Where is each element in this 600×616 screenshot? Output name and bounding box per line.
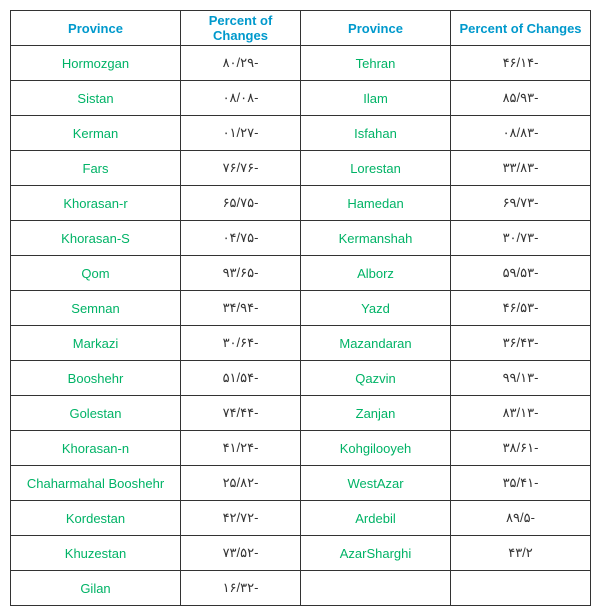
header-percent-1: Percent of Changes: [181, 11, 301, 46]
province-cell: Tehran: [301, 46, 451, 81]
table-row: Golestan-۴۴/۴٧Zanjan-٣١/٣٨: [11, 396, 591, 431]
percent-cell: -۴۴/۴٧: [181, 396, 301, 431]
province-cell: Kermanshah: [301, 221, 451, 256]
province-cell: Semnan: [11, 291, 181, 326]
province-cell: Zanjan: [301, 396, 451, 431]
table-row: Khorasan-S-۵٧/۴٠Kermanshah-٣٧/٠٣: [11, 221, 591, 256]
percent-cell: -۵/٩٨: [451, 501, 591, 536]
province-cell: Khuzestan: [11, 536, 181, 571]
table-row: Markazi-۴۶/٠٣Mazandaran-٣۴/۶٣: [11, 326, 591, 361]
percent-cell: -٣١/٣٨: [451, 396, 591, 431]
table-row: Khuzestan-٢۵/٣٧AzarSharghi٢/٣۴: [11, 536, 591, 571]
province-cell: Kohgilooyeh: [301, 431, 451, 466]
percent-cell: -٢۵/٣٧: [181, 536, 301, 571]
table-row: Fars-۶٧/۶٧Lorestan-٣٨/٣٣: [11, 151, 591, 186]
percent-cell: -۵٧/۴٠: [181, 221, 301, 256]
province-cell: Chaharmahal Booshehr: [11, 466, 181, 501]
province-cell: AzarSharghi: [301, 536, 451, 571]
province-cell: Mazandaran: [301, 326, 451, 361]
province-cell: Golestan: [11, 396, 181, 431]
percent-cell: -٢٨/۵٢: [181, 466, 301, 501]
province-cell: Gilan: [11, 571, 181, 606]
percent-cell: -٣٨/٨٠: [451, 116, 591, 151]
header-province-2: Province: [301, 11, 451, 46]
table-row: Sistan-٨٠/٨٠Ilam-٣٩/۵٨: [11, 81, 591, 116]
province-cell: WestAzar: [301, 466, 451, 501]
percent-cell: -۴٩/۴٣: [181, 291, 301, 326]
province-cell: Khorasan-r: [11, 186, 181, 221]
percent-cell: ٢/٣۴: [451, 536, 591, 571]
percent-cell: -۵٧/۵۶: [181, 186, 301, 221]
province-table: Province Percent of Changes Province Per…: [10, 10, 591, 606]
province-cell: [301, 571, 451, 606]
province-cell: Kerman: [11, 116, 181, 151]
percent-cell: [451, 571, 591, 606]
percent-cell: -۶٧/۶٧: [181, 151, 301, 186]
table-row: Kerman-٧٢/١٠Isfahan-٣٨/٨٠: [11, 116, 591, 151]
province-cell: Khorasan-n: [11, 431, 181, 466]
table-row: Khorasan-r-۵٧/۵۶Hamedan-٣٧/٩۶: [11, 186, 591, 221]
table-row: Kordestan-٢٧/٢۴Ardebil-۵/٩٨: [11, 501, 591, 536]
percent-cell: -٣٩/۵٨: [451, 81, 591, 116]
percent-cell: -٣۵/۶۴: [451, 291, 591, 326]
province-cell: Yazd: [301, 291, 451, 326]
percent-cell: -٣١/٩٩: [451, 361, 591, 396]
percent-cell: -٧٢/١٠: [181, 116, 301, 151]
province-cell: Qazvin: [301, 361, 451, 396]
table-row: Khorasan-n-۴٢/١۴Kohgilooyeh-١۶/٨٣: [11, 431, 591, 466]
percent-cell: -١۶/٨٣: [451, 431, 591, 466]
percent-cell: -٨٠/٨٠: [181, 81, 301, 116]
percent-cell: -۴١/۶۴: [451, 46, 591, 81]
table-row: Booshehr-۴۵/١۵Qazvin-٣١/٩٩: [11, 361, 591, 396]
percent-cell: -٩٢/٠٨: [181, 46, 301, 81]
table-row: Qom-۵۶/٣٩Alborz-٣۵/٩۵: [11, 256, 591, 291]
percent-cell: -٣٧/٩۶: [451, 186, 591, 221]
table-row: Semnan-۴٩/۴٣Yazd-٣۵/۶۴: [11, 291, 591, 326]
header-province-1: Province: [11, 11, 181, 46]
province-cell: Hormozgan: [11, 46, 181, 81]
province-cell: Hamedan: [301, 186, 451, 221]
percent-cell: -۴۵/١۵: [181, 361, 301, 396]
header-row: Province Percent of Changes Province Per…: [11, 11, 591, 46]
province-cell: Booshehr: [11, 361, 181, 396]
province-cell: Khorasan-S: [11, 221, 181, 256]
province-cell: Kordestan: [11, 501, 181, 536]
table-row: Hormozgan-٩٢/٠٨Tehran-۴١/۶۴: [11, 46, 591, 81]
province-cell: Lorestan: [301, 151, 451, 186]
percent-cell: -٣۴/۶٣: [451, 326, 591, 361]
percent-cell: -٢٧/٢۴: [181, 501, 301, 536]
table-row: Chaharmahal Booshehr-٢٨/۵٢WestAzar-١۴/۵٣: [11, 466, 591, 501]
province-cell: Ardebil: [301, 501, 451, 536]
percent-cell: -٣٧/٠٣: [451, 221, 591, 256]
province-cell: Fars: [11, 151, 181, 186]
percent-cell: -١۴/۵٣: [451, 466, 591, 501]
header-percent-2: Percent of Changes: [451, 11, 591, 46]
percent-cell: -۴٢/١۴: [181, 431, 301, 466]
percent-cell: -٣۵/٩۵: [451, 256, 591, 291]
province-cell: Sistan: [11, 81, 181, 116]
province-cell: Ilam: [301, 81, 451, 116]
percent-cell: -٣٨/٣٣: [451, 151, 591, 186]
percent-cell: -۴۶/٠٣: [181, 326, 301, 361]
percent-cell: -٢٣/۶١: [181, 571, 301, 606]
province-cell: Qom: [11, 256, 181, 291]
province-cell: Markazi: [11, 326, 181, 361]
province-cell: Isfahan: [301, 116, 451, 151]
percent-cell: -۵۶/٣٩: [181, 256, 301, 291]
table-row: Gilan-٢٣/۶١: [11, 571, 591, 606]
province-cell: Alborz: [301, 256, 451, 291]
